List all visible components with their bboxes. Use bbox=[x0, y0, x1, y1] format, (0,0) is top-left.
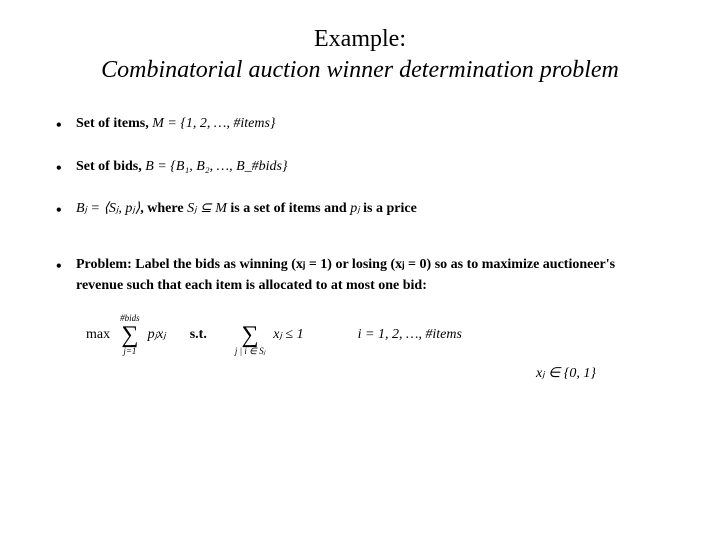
bullet-3-mid: , where bbox=[140, 201, 187, 216]
sum-2-lower: j | i ∈ Sⱼ bbox=[235, 347, 265, 356]
title-line-2: Combinatorial auction winner determinati… bbox=[40, 55, 680, 86]
bullet-4-text: Problem: Label the bids as winning (xⱼ =… bbox=[76, 257, 615, 292]
slide-title: Example: Combinatorial auction winner de… bbox=[40, 24, 680, 86]
bullet-4: Problem: Label the bids as winning (xⱼ =… bbox=[76, 255, 656, 384]
bullet-3-after-sj: is a set of items and bbox=[227, 201, 350, 216]
objective-term: pⱼxⱼ bbox=[148, 325, 166, 345]
subject-to: s.t. bbox=[190, 325, 207, 345]
bullet-1: Set of items, M = {1, 2, …, #items} bbox=[76, 114, 656, 134]
binary-constraint-row: xⱼ ∈ {0, 1} bbox=[76, 364, 656, 384]
sigma-icon: ∑ bbox=[121, 323, 138, 347]
optimization-formula: max #bids ∑ j=1 pⱼxⱼ s.t. ∑ j | i ∈ Sⱼ x… bbox=[76, 314, 656, 356]
binary-constraint: xⱼ ∈ {0, 1} bbox=[536, 366, 596, 381]
bullet-2-math: B = {B₁, B₂, …, B_#bids} bbox=[145, 159, 287, 174]
bullet-3-tail: is a price bbox=[360, 201, 417, 216]
sum-1: #bids ∑ j=1 bbox=[120, 314, 140, 356]
bullet-2-prefix: Set of bids, bbox=[76, 159, 145, 174]
bullet-3-sj: Sⱼ ⊆ M bbox=[187, 201, 227, 216]
sigma-icon-2: ∑ bbox=[242, 323, 259, 347]
max-operator: max bbox=[86, 325, 110, 345]
index-range: i = 1, 2, …, #items bbox=[358, 325, 462, 345]
bullet-3-pj: pⱼ bbox=[350, 201, 359, 216]
title-line-1: Example: bbox=[40, 24, 680, 55]
bullet-2: Set of bids, B = {B₁, B₂, …, B_#bids} bbox=[76, 157, 656, 177]
bullet-1-math: M = {1, 2, …, #items} bbox=[152, 116, 275, 131]
sum-1-lower: j=1 bbox=[123, 347, 136, 356]
constraint-term: xⱼ ≤ 1 bbox=[273, 325, 303, 345]
bullet-3: Bⱼ = ⟨Sⱼ, pⱼ⟩, where Sⱼ ⊆ M is a set of … bbox=[76, 199, 656, 219]
bullet-3-lead: Bⱼ = ⟨Sⱼ, pⱼ⟩ bbox=[76, 201, 140, 216]
bullet-list: Set of items, M = {1, 2, …, #items} Set … bbox=[40, 114, 680, 384]
sum-2: ∑ j | i ∈ Sⱼ bbox=[235, 314, 265, 356]
bullet-1-prefix: Set of items, bbox=[76, 116, 152, 131]
